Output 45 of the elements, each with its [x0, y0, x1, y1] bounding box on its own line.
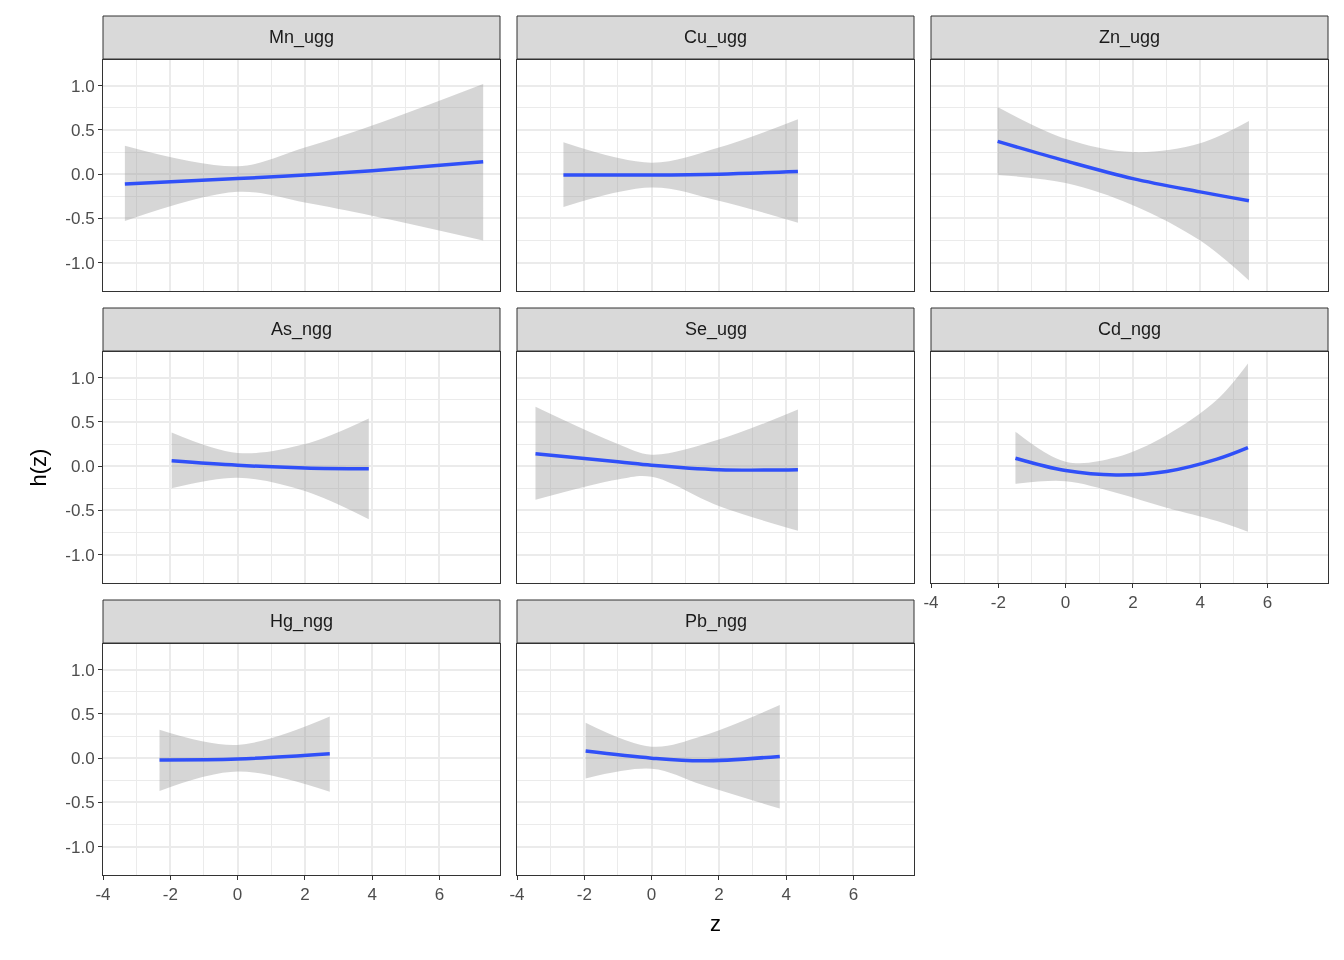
x-tick-label: -4: [95, 885, 111, 905]
x-tick-label: -2: [162, 885, 178, 905]
chart-title: Hg_ngg: [270, 611, 334, 632]
y-tick-label: -1.0: [65, 837, 95, 857]
chart-title: Zn_ugg: [1099, 27, 1161, 48]
y-tick-label: 0.5: [70, 120, 95, 140]
y-tick-label: 1.0: [70, 76, 95, 96]
x-tick-label: 6: [848, 885, 859, 905]
x-tick-label: 2: [1128, 593, 1138, 613]
y-tick-label: 0.0: [70, 165, 95, 185]
chart-title: Cd_ngg: [1098, 319, 1162, 340]
x-tick-label: -2: [990, 593, 1006, 613]
y-tick-label: -0.5: [65, 501, 95, 521]
y-tick-label: -0.5: [65, 209, 95, 229]
y-axis-title: h(z): [26, 448, 52, 487]
y-tick-label: 1.0: [70, 368, 95, 388]
y-tick-label: 0.0: [70, 749, 95, 769]
x-tick-label: 6: [434, 885, 445, 905]
x-tick-label: 4: [781, 885, 791, 905]
y-tick-label: -0.5: [65, 793, 95, 813]
y-tick-label: -1.0: [65, 545, 95, 565]
x-tick-label: 6: [1262, 593, 1273, 613]
x-tick-label: 4: [367, 885, 377, 905]
x-axis-title: z: [710, 911, 721, 937]
x-tick-label: 4: [1195, 593, 1205, 613]
y-tick-label: 0.5: [70, 704, 95, 724]
x-tick-label: -4: [923, 593, 939, 613]
line-series: [123, 160, 485, 186]
chart-title: Mn_ugg: [269, 27, 335, 48]
line-series: [169, 459, 371, 471]
x-tick-label: 2: [714, 885, 724, 905]
x-tick-label: 0: [646, 885, 657, 905]
chart-title: Cu_ugg: [684, 27, 748, 48]
y-tick-label: 0.0: [70, 457, 95, 477]
chart-title: Se_ugg: [685, 319, 748, 340]
y-tick-label: 0.5: [70, 412, 95, 432]
x-tick-label: -4: [509, 885, 525, 905]
chart-title: As_ngg: [271, 319, 333, 340]
x-tick-label: 0: [232, 885, 243, 905]
chart-title: Pb_ngg: [685, 611, 748, 632]
x-tick-label: 2: [300, 885, 310, 905]
y-tick-label: 1.0: [70, 660, 95, 680]
x-tick-label: -2: [576, 885, 592, 905]
x-tick-label: 0: [1060, 593, 1071, 613]
y-tick-label: -1.0: [65, 253, 95, 273]
